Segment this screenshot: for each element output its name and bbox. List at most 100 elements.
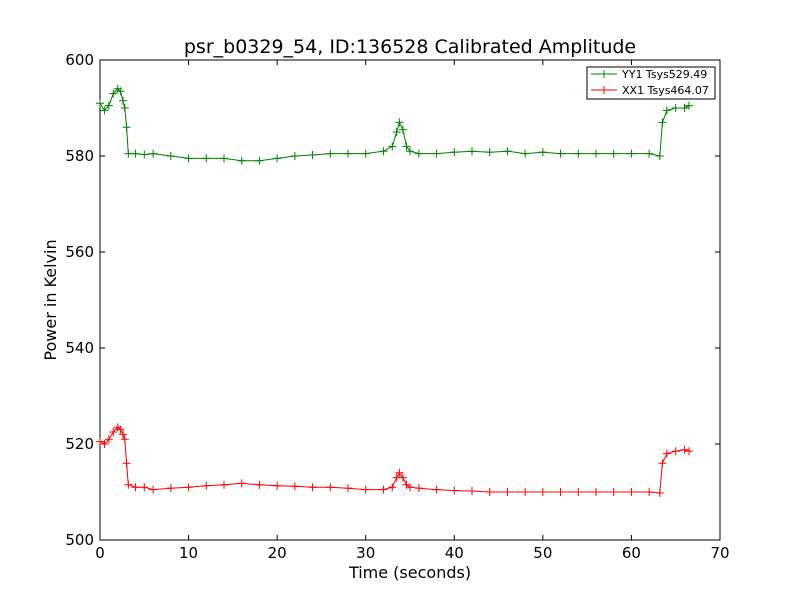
data-point — [273, 154, 282, 163]
data-point — [344, 149, 352, 158]
data-point — [104, 435, 113, 444]
data-point — [414, 149, 423, 158]
data-point — [361, 485, 370, 494]
data-point — [237, 156, 246, 165]
data-point — [326, 483, 335, 492]
data-point — [645, 488, 654, 496]
data-point — [326, 149, 335, 158]
data-point — [237, 479, 246, 488]
data-point — [308, 151, 317, 160]
x-tick-label: 70 — [710, 544, 729, 562]
data-point — [662, 106, 671, 115]
data-point — [149, 485, 158, 494]
data-point — [109, 89, 118, 98]
data-point — [521, 149, 530, 158]
data-point — [406, 483, 414, 492]
data-point — [273, 481, 282, 490]
data-point — [450, 486, 459, 495]
legend-label: XX1 Tsys464.07 — [622, 84, 709, 97]
data-point — [220, 480, 228, 489]
data-point — [290, 152, 299, 160]
y-tick-label: 520 — [65, 435, 94, 453]
data-point — [124, 149, 133, 158]
data-point — [388, 142, 397, 151]
data-point — [395, 118, 404, 127]
data-point — [592, 488, 600, 496]
data-point — [609, 149, 618, 158]
plot-area — [99, 59, 721, 541]
data-point — [149, 149, 158, 158]
data-point — [131, 149, 140, 158]
series-1 — [96, 423, 693, 497]
data-point — [122, 123, 131, 132]
data-point — [100, 440, 109, 448]
data-point — [290, 482, 299, 491]
data-point — [379, 485, 388, 494]
data-point — [220, 154, 228, 163]
data-point — [140, 483, 149, 492]
x-tick-label: 60 — [622, 544, 641, 562]
data-point — [255, 156, 264, 165]
data-point — [574, 149, 583, 158]
data-point — [671, 104, 680, 112]
data-point — [680, 445, 689, 454]
data-point — [658, 459, 667, 468]
y-axis-label: Power in Kelvin — [41, 239, 60, 360]
y-axis: 500 520 540 560 580 600 — [65, 51, 720, 549]
data-point — [184, 483, 193, 492]
data-point — [402, 142, 411, 151]
data-point — [131, 483, 140, 492]
data-point — [680, 104, 689, 112]
data-point — [503, 147, 512, 156]
y-tick-label: 600 — [65, 51, 94, 69]
legend-marker — [600, 86, 608, 94]
data-point — [255, 480, 264, 489]
data-point — [655, 488, 664, 497]
data-point — [398, 125, 407, 134]
x-tick-label: 30 — [356, 544, 375, 562]
y-tick-label: 500 — [65, 531, 94, 549]
y-tick-label: 540 — [65, 339, 94, 357]
data-point — [344, 484, 352, 493]
data-point — [308, 483, 317, 492]
legend-label: YY1 Tsys529.49 — [621, 68, 707, 81]
data-point — [658, 118, 667, 127]
data-point — [556, 149, 565, 158]
x-tick-label: 40 — [445, 544, 464, 562]
series-line — [99, 88, 690, 162]
data-point — [655, 152, 664, 160]
legend-entry: XX1 Tsys464.07 — [591, 84, 709, 97]
data-point — [432, 485, 441, 494]
data-point — [119, 96, 128, 105]
data-point — [104, 101, 113, 110]
data-point — [398, 473, 407, 482]
data-point — [388, 483, 397, 492]
x-tick-label: 0 — [95, 544, 105, 562]
series-line — [99, 426, 690, 494]
data-point — [685, 447, 693, 456]
data-point — [485, 148, 494, 157]
data-point — [432, 149, 441, 158]
data-point — [556, 488, 565, 496]
data-point — [538, 148, 547, 157]
data-point — [685, 101, 693, 110]
data-point — [645, 149, 654, 158]
data-point — [662, 449, 671, 458]
data-point — [414, 484, 423, 493]
data-point — [120, 104, 129, 112]
data-point — [468, 147, 476, 156]
data-point — [202, 154, 211, 163]
data-point — [379, 147, 388, 156]
legend-entry: YY1 Tsys529.49 — [591, 68, 707, 81]
data-point — [450, 148, 459, 157]
data-point — [120, 435, 129, 444]
data-point — [609, 488, 618, 496]
data-point — [503, 488, 512, 496]
data-point — [406, 147, 414, 156]
data-point — [140, 150, 149, 159]
data-point — [166, 152, 175, 160]
data-point — [361, 149, 370, 158]
data-point — [574, 488, 583, 496]
data-point — [395, 468, 404, 477]
